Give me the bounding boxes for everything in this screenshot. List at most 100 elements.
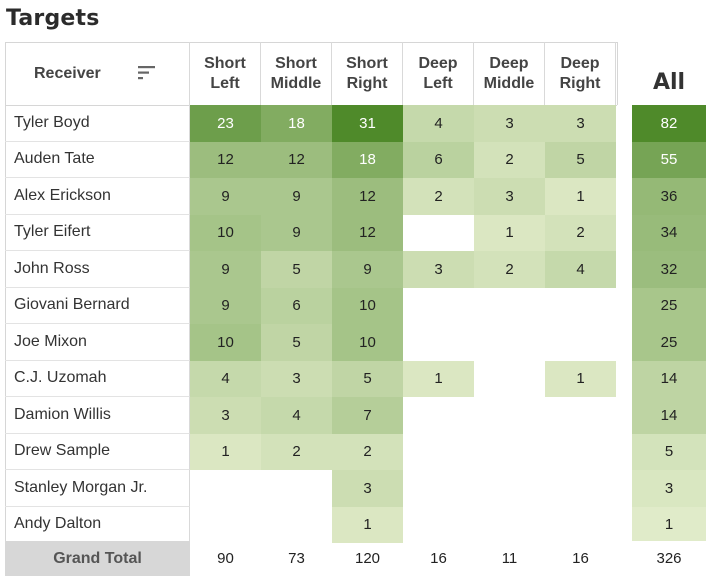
target-cell [190,470,261,507]
column-header-short-middle[interactable]: Short Middle [261,42,332,105]
target-cell: 3 [474,105,545,142]
sort-icon[interactable] [138,65,156,86]
target-cell [545,324,616,361]
target-cell: 12 [190,141,261,178]
all-total-cell: 36 [632,178,706,215]
receiver-name: Giovani Bernard [5,287,190,324]
target-cell: 3 [261,360,332,397]
target-cell: 2 [332,433,403,470]
target-cell: 4 [403,105,474,142]
target-cell: 4 [190,360,261,397]
target-cell: 9 [261,178,332,215]
target-cell: 2 [474,141,545,178]
column-header-deep-middle[interactable]: Deep Middle [474,42,545,105]
receiver-name: Stanley Morgan Jr. [5,470,190,507]
all-total-cell: 82 [632,105,706,142]
receiver-column-header[interactable]: Receiver [5,42,190,105]
all-total-cell: 14 [632,360,706,397]
target-cell [474,470,545,507]
header-top-border [5,42,617,43]
target-cell [545,287,616,324]
target-cell [403,324,474,361]
all-total-cell: 25 [632,324,706,361]
target-cell: 2 [474,251,545,288]
receiver-name: Andy Dalton [5,506,190,543]
receiver-name: Damion Willis [5,397,190,434]
target-cell: 3 [403,251,474,288]
receiver-name: Auden Tate [5,141,190,178]
target-cell: 18 [332,141,403,178]
target-cell: 7 [332,397,403,434]
column-header-short-right[interactable]: Short Right [332,42,403,105]
all-total-cell: 5 [632,433,706,470]
target-cell: 9 [190,178,261,215]
target-cell: 1 [545,178,616,215]
all-total-cell: 14 [632,397,706,434]
target-cell: 2 [261,433,332,470]
target-cell [545,433,616,470]
target-cell: 10 [190,214,261,251]
target-cell [474,433,545,470]
target-cell: 10 [190,324,261,361]
target-cell: 9 [190,251,261,288]
grand-total-cell: 73 [288,550,305,567]
target-cell: 31 [332,105,403,142]
target-cell [474,287,545,324]
all-column-header[interactable]: All [652,70,686,95]
all-total-cell: 32 [632,251,706,288]
target-cell: 9 [261,214,332,251]
receiver-name: Tyler Eifert [5,214,190,251]
target-cell: 23 [190,105,261,142]
target-cell [474,506,545,543]
target-cell: 9 [332,251,403,288]
target-cell: 9 [190,287,261,324]
all-total-cell: 34 [632,214,706,251]
receiver-name: John Ross [5,251,190,288]
target-cell: 5 [261,251,332,288]
target-cell: 12 [332,178,403,215]
target-cell: 1 [545,360,616,397]
target-cell [403,470,474,507]
target-cell [403,397,474,434]
target-cell: 6 [261,287,332,324]
target-cell: 18 [261,105,332,142]
receiver-header-label: Receiver [34,64,101,82]
receiver-name: Joe Mixon [5,324,190,361]
grand-total-all: 326 [632,541,706,576]
target-cell [474,397,545,434]
receiver-name: Alex Erickson [5,178,190,215]
target-cell [190,506,261,543]
all-total-cell: 55 [632,141,706,178]
target-cell [261,470,332,507]
target-cell [474,324,545,361]
all-total-cell: 3 [632,470,706,507]
target-cell: 4 [545,251,616,288]
grand-total-cell: 16 [430,550,447,567]
page-title: Targets [6,6,100,31]
grand-total-row [5,541,190,576]
grand-total-cell: 11 [501,550,518,567]
target-cell: 1 [403,360,474,397]
column-header-short-left[interactable]: Short Left [190,42,261,105]
target-cell: 2 [545,214,616,251]
table-left-border [5,42,6,541]
target-cell [474,360,545,397]
column-header-deep-left[interactable]: Deep Left [403,42,474,105]
grand-total-cell: 16 [572,550,589,567]
grand-total-cell: 90 [217,550,234,567]
target-cell [403,214,474,251]
receiver-name: Drew Sample [5,433,190,470]
target-cell [403,433,474,470]
receiver-name: Tyler Boyd [5,105,190,142]
column-header-deep-right[interactable]: Deep Right [545,42,616,105]
target-cell: 5 [545,141,616,178]
target-cell [403,287,474,324]
target-cell: 6 [403,141,474,178]
target-cell: 2 [403,178,474,215]
target-cell: 1 [474,214,545,251]
target-cell: 12 [261,141,332,178]
target-cell: 5 [261,324,332,361]
target-cell: 5 [332,360,403,397]
target-cell: 12 [332,214,403,251]
target-cell [261,506,332,543]
